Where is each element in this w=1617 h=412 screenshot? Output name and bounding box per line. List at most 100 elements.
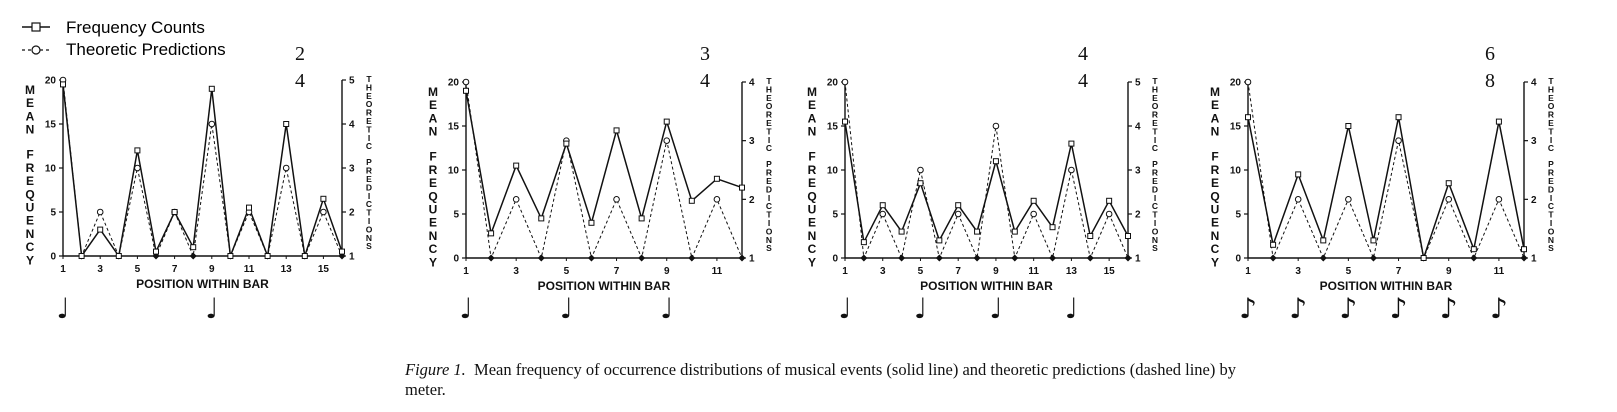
y-axis-label-char: C [429,242,438,256]
frequency-counts-line [465,90,743,237]
y2-axis-label-char: I [1154,218,1156,228]
theoretic-point [935,254,943,262]
theoretic-point [917,166,924,174]
theoretic-predictions-line [1247,81,1525,260]
y2-axis-label-char: D [366,182,372,192]
x-tick-label: 9 [209,264,215,275]
frequency-point [1011,228,1018,235]
y2-tick-label: 2 [349,208,355,219]
y2-axis-label-char: D [1548,184,1554,194]
frequency-point [842,118,848,125]
frequency-point [320,195,327,202]
y2-axis-label-char: E [1152,176,1158,186]
y-tick-label: 10 [1230,166,1242,177]
theoretic-point [1495,196,1503,203]
y2-axis-label-char: I [1154,193,1156,203]
y2-axis-label-char: S [366,241,372,251]
frequency-point [60,81,66,88]
meter-denominator: 4 [700,70,710,92]
frequency-point [1295,171,1302,178]
y2-axis-label-char: R [1548,110,1554,120]
y-axis-label-char: R [26,161,35,175]
legend-circle-marker [31,45,41,55]
y2-tick-label: 3 [1135,166,1141,177]
legend-dashed-label: Theoretic Predictions [66,40,226,59]
meter-denominator: 4 [1078,70,1088,92]
y2-axis-label-char: T [366,208,372,218]
theoretic-point [613,196,620,203]
meter-numerator: 4 [1078,43,1088,65]
y-axis-label-char: F [429,150,436,164]
theoretic-point [1086,254,1094,262]
theoretic-point [1049,254,1057,262]
y-axis-label-char: U [1211,202,1220,216]
y2-axis-label-char: I [768,135,770,145]
y2-axis-label-char: I [368,191,370,201]
y-tick-label: 10 [827,166,839,177]
y2-axis-label-char: N [766,235,772,245]
y2-axis-label-char: T [366,74,372,84]
frequency-point [1068,140,1075,147]
frequency-point [1521,246,1527,253]
theoretic-point [1445,196,1453,203]
theoretic-point [1124,254,1132,262]
y-tick-label: 20 [45,76,57,87]
y2-tick-label: 1 [1135,254,1141,265]
y2-axis-label-char: T [1548,76,1554,86]
frequency-point [264,253,271,259]
y2-axis-label-char: O [766,226,773,236]
theoretic-point [879,210,887,218]
y-tick-label: 15 [827,122,839,133]
y2-axis-label-char: T [766,76,772,86]
theoretic-point [282,164,290,172]
y-axis-label-char: E [808,216,816,230]
y2-axis-label-char: T [1548,210,1554,220]
y2-axis-label-char: E [366,116,372,126]
y-axis-label-char: F [808,150,815,164]
theoretic-point [638,254,646,262]
frequency-point [246,204,252,211]
theoretic-point [954,210,962,218]
y-axis-label-char: M [807,85,817,99]
frequency-point [936,237,943,244]
y-axis-label-char: U [808,202,817,216]
frequency-point [283,121,290,127]
y2-axis-label-char: T [1152,76,1158,86]
y2-tick-label: 1 [749,254,755,265]
frequency-point [955,202,962,209]
frequency-point [339,248,345,255]
note-symbol: ♩ [205,292,218,325]
meter-numerator: 2 [295,43,305,65]
frequency-point [538,215,545,222]
y-tick-label: 20 [448,78,460,89]
y2-axis-label-char: R [1548,168,1554,178]
x-tick-label: 11 [712,266,723,277]
theoretic-point [688,254,696,262]
theoretic-point [1105,210,1113,218]
frequency-point [97,226,104,233]
frequency-counts-line [1247,117,1525,259]
y-tick-label: 15 [1230,122,1242,133]
y-axis-label-char: E [1211,216,1219,230]
y2-tick-label: 5 [349,76,355,87]
y2-axis-label-char: H [766,84,772,94]
y-axis-label-char: E [1211,98,1219,112]
theoretic-predictions-line [62,79,343,258]
y-axis-label-char: N [1211,125,1220,139]
y2-tick-label: 3 [749,136,755,147]
y2-axis-label-char: I [1550,218,1552,228]
y-tick-label: 20 [827,78,839,89]
frequency-point [974,228,981,235]
y2-axis-label-char: I [1550,193,1552,203]
frequency-point [663,118,670,125]
y2-axis-label-char: D [1152,184,1158,194]
x-tick-label: 9 [1446,266,1452,277]
theoretic-point [1030,210,1037,218]
y2-tick-label: 1 [1531,254,1537,265]
